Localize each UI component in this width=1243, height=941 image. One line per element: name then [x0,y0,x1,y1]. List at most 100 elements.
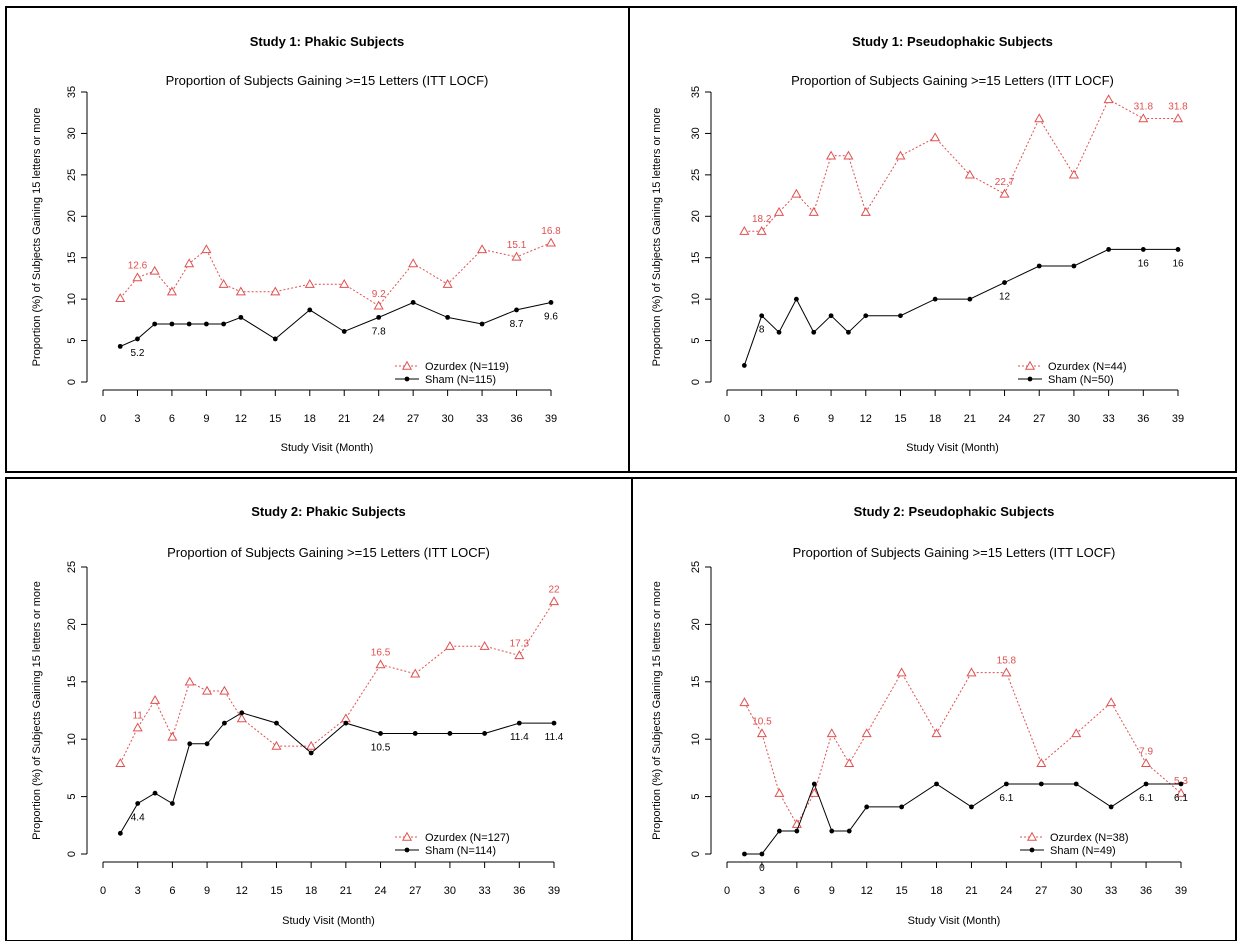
legend-label: Ozurdex (N=127) [425,832,510,844]
data-point [184,676,195,686]
x-tick-label: 36 [1140,885,1152,897]
chart-panel-2: Study 1: Pseudophakic Subjects Proportion… [651,34,1188,454]
series-line [744,98,1178,232]
data-label: 6.1 [1174,793,1188,804]
data-point [201,244,212,254]
data-point [375,659,386,669]
x-tick-label: 33 [476,413,488,425]
x-tick-label: 36 [510,413,522,425]
y-tick-label: 25 [66,561,78,573]
data-point [739,225,750,235]
data-point [1003,781,1009,787]
data-point [808,206,819,216]
y-tick-label: 30 [690,127,702,139]
legend-label: Sham (N=114) [425,845,496,857]
data-point [203,321,209,327]
data-point [307,307,313,313]
data-point [306,740,317,750]
legend-marker [1024,360,1036,370]
data-point [846,329,851,335]
data-point [966,667,977,677]
data-point [410,300,416,305]
chart-subtitle: Proportion of Subjects Gaining >=15 Lett… [793,545,1116,560]
y-tick-label: 35 [66,86,78,98]
data-point [1036,758,1047,768]
legend-marker [401,360,413,370]
y-tick-label: 10 [66,733,78,745]
x-tick-label: 24 [374,885,386,897]
data-point [271,740,282,750]
data-point [1175,787,1187,797]
data-point [999,188,1010,198]
x-tick-label: 12 [861,885,873,897]
x-tick-label: 30 [1068,413,1080,425]
data-point [514,650,525,660]
x-tick-label: 0 [724,413,730,425]
data-point [551,720,557,726]
data-point [931,728,942,738]
data-point [776,329,782,335]
x-tick-label: 30 [441,413,453,425]
data-label: 22.7 [995,177,1015,188]
data-point [1073,781,1079,787]
x-tick-label: 27 [1033,413,1045,425]
data-point [1071,263,1077,269]
y-tick-label: 25 [66,169,78,181]
series-line [119,242,552,307]
data-point [826,150,837,160]
data-point [967,296,973,302]
data-point [1138,113,1149,123]
data-point [899,804,905,810]
x-tick-label: 24 [1000,885,1012,897]
data-point [149,694,161,704]
panel-frame-2 [628,6,1237,473]
data-point [811,329,817,335]
data-point [308,750,314,756]
data-point [1140,247,1146,252]
data-point [1175,247,1181,252]
data-label: 11.4 [545,732,564,743]
data-label: 10.5 [371,742,391,753]
data-label: 4.4 [131,812,145,823]
data-point [219,685,230,695]
data-point [843,150,854,160]
x-tick-label: 0 [724,885,730,897]
data-point [235,286,246,296]
data-point [759,851,765,857]
y-tick-label: 30 [66,127,78,139]
data-point [169,801,175,806]
x-tick-label: 21 [340,885,352,897]
data-point [378,731,383,736]
data-point [479,321,485,327]
y-tick-label: 10 [690,733,702,745]
data-point [1038,781,1044,787]
data-point [759,313,765,319]
x-tick-label: 21 [965,885,977,897]
data-point [115,293,126,303]
data-point [184,258,195,268]
legend-marker [404,376,410,382]
data-point [863,313,869,319]
series-sham: 0 6.1 6.1 6.1 [742,781,1188,874]
data-point [479,640,490,650]
data-point [169,321,175,327]
data-point [115,758,126,768]
data-label: 7.9 [1139,746,1153,757]
data-point [793,296,799,302]
data-label: 31.8 [1134,102,1154,113]
legend-label: Sham (N=49) [1050,845,1116,857]
x-tick-label: 12 [860,413,872,425]
x-tick-label: 36 [1137,413,1149,425]
data-label: 15.8 [997,656,1017,667]
legend-marker [1026,831,1038,841]
y-tick-label: 0 [690,851,702,857]
data-point [343,720,349,726]
data-point [844,758,855,768]
data-point [152,321,158,327]
x-tick-label: 24 [373,413,385,425]
data-point [408,258,419,268]
data-label: 22 [548,584,560,595]
data-point [1106,697,1117,707]
chart-subtitle: Proportion of Subjects Gaining >=15 Lett… [166,73,489,88]
x-tick-label: 18 [930,885,942,897]
